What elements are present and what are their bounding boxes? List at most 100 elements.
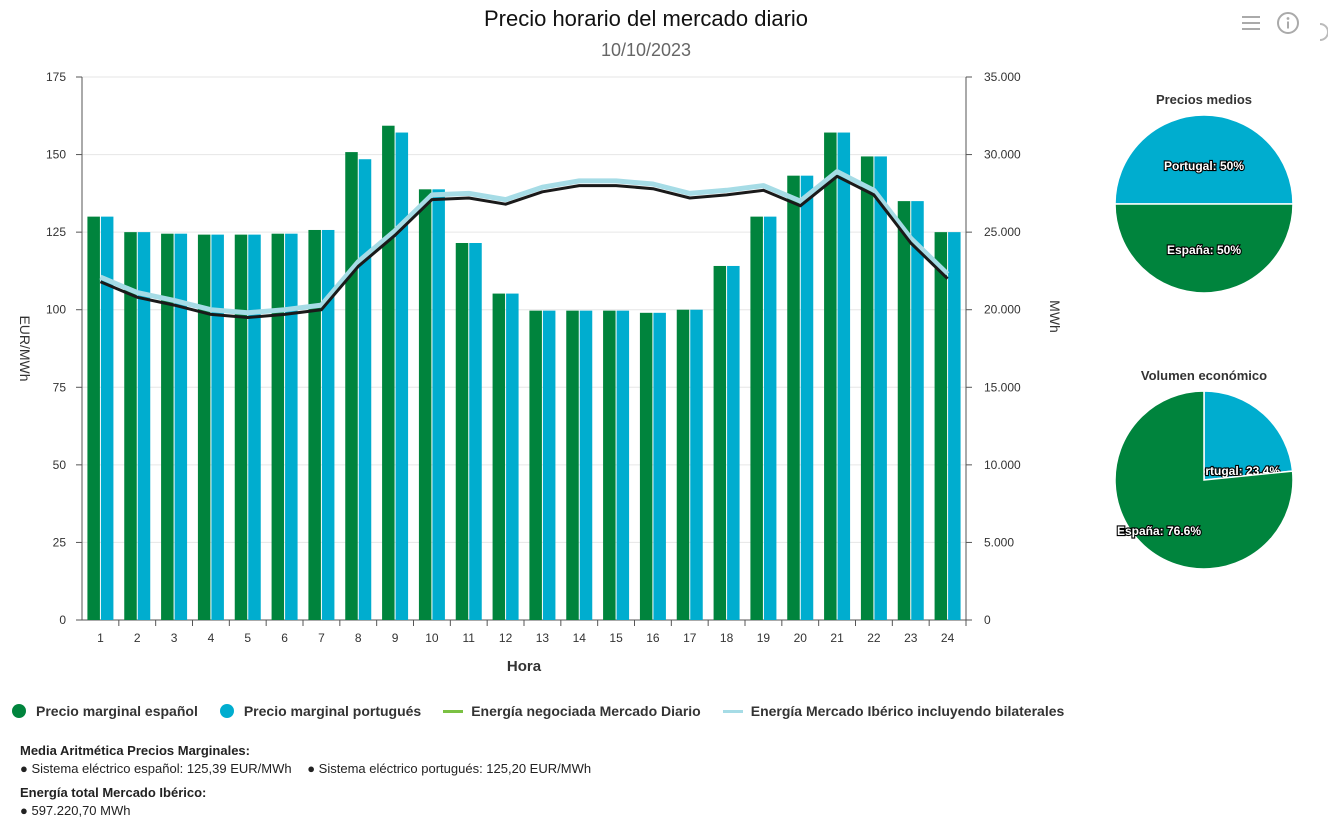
bar-portugal [432,189,445,620]
info-circle-icon[interactable] [1276,11,1300,35]
bar-spain [566,310,579,620]
bar-spain [787,175,800,620]
bar-portugal [321,229,335,620]
bar-spain [271,233,285,621]
y-tick-label: 0 [59,613,66,627]
bar-portugal [285,233,298,621]
x-tick-label: 1 [97,631,104,645]
bar-spain [197,234,211,621]
x-tick-label: 22 [867,631,881,645]
y-tick-label: 100 [46,303,66,317]
x-tick-label: 7 [318,631,325,645]
x-tick-label: 4 [208,631,215,645]
pie-slice [1114,114,1294,205]
energy-total-heading: Energía total Mercado Ibérico: [20,785,207,800]
bar-spain [418,189,432,620]
x-tick-label: 23 [904,631,918,645]
bar-spain [750,216,763,620]
legend-item-spain-price[interactable]: Precio marginal español [12,703,198,719]
chart-title: Precio horario del mercado diario [483,6,809,31]
pie-slice-label: Portugal: 50% [1164,159,1244,173]
legend-energy-iberian-line [722,709,743,713]
y2-tick-label: 15.000 [984,380,1021,394]
pie-precios-medios: Precios medios Portugal: 50% España: 50% [1114,92,1294,294]
bar-portugal [727,265,740,620]
bar-portugal [469,243,482,620]
x-tick-label: 18 [720,631,734,645]
y2-tick-label: 0 [984,613,991,627]
bar-portugal [800,175,814,620]
bar-portugal [542,310,556,620]
hamburger-menu-icon[interactable] [1240,12,1262,34]
bar-spain [234,234,248,621]
y-tick-label: 75 [53,380,67,394]
y-tick-label: 25 [53,535,67,549]
legend-item-energy-iberian[interactable]: Energía Mercado Ibérico incluyendo bilat… [722,703,1065,719]
x-tick-label: 2 [134,631,141,645]
legend-label: Precio marginal portugués [243,703,422,719]
energy-total-value: ● 597.220,70 MWh [20,803,131,818]
bar-portugal [137,232,151,620]
bar-portugal [211,234,224,621]
bar-spain [455,243,469,620]
y-tick-label: 125 [46,225,66,239]
bar-spain [824,132,837,620]
x-axis-title: Hora [507,658,542,675]
bar-spain [492,293,506,620]
bar-spain [308,229,321,620]
bar-spain [603,310,616,620]
bar-portugal [763,216,777,620]
bar-portugal [248,234,261,621]
x-tick-label: 11 [463,631,476,645]
bar-portugal [874,156,887,620]
y2-axis-title: MWh [1047,300,1063,333]
avg-price-line: ● Sistema eléctrico español: 125,39 EUR/… [20,760,603,778]
y-axis-title: EUR/MWh [17,315,33,381]
bar-spain [934,232,948,620]
legend-spain-dot [12,704,26,718]
bar-spain [897,201,911,620]
partial-edge-icon [1319,23,1328,41]
bar-portugal [616,310,630,620]
x-tick-label: 10 [425,631,439,645]
avg-price-heading: Media Aritmética Precios Marginales: [20,743,250,758]
x-tick-label: 20 [794,631,808,645]
y2-tick-label: 20.000 [984,303,1021,317]
y-tick-label: 175 [46,70,66,84]
legend-item-energy-daily[interactable]: Energía negociada Mercado Diario [443,703,701,719]
legend-label: Energía Mercado Ibérico incluyendo bilat… [750,703,1065,719]
x-tick-label: 3 [171,631,178,645]
bar-portugal [174,233,188,621]
bar-portugal [358,159,372,620]
chart-subtitle: 10/10/2023 [600,40,692,60]
bar-portugal [579,310,593,620]
x-tick-label: 13 [536,631,550,645]
y2-tick-label: 25.000 [984,225,1021,239]
bar-portugal [948,232,961,620]
x-tick-label: 12 [499,631,513,645]
legend-label: Precio marginal español [36,703,198,719]
bar-spain [87,216,100,620]
bar-portugal [100,216,114,620]
bar-spain [382,125,395,621]
y2-tick-label: 35.000 [984,70,1021,84]
bar-spain [529,310,542,620]
legend-item-portugal-price[interactable]: Precio marginal portugués [219,703,422,719]
bar-spain [345,152,358,620]
bar-spain [676,309,690,620]
x-tick-label: 14 [573,631,587,645]
pie-slice [1114,390,1294,570]
x-tick-label: 21 [830,631,844,645]
pie-slice-label: España: 50% [1167,243,1241,257]
line-energy-iberian [99,169,950,316]
pie-title: Volumen económico [1141,368,1267,383]
y2-tick-label: 10.000 [984,458,1021,472]
y-tick-label: 150 [46,148,66,162]
pie-title: Precios medios [1156,92,1252,107]
x-tick-label: 6 [281,631,288,645]
bar-portugal [690,309,703,620]
bar-spain [124,232,137,620]
avg-price-portugal: ● Sistema eléctrico portugués: 125,20 EU… [307,761,592,776]
y2-tick-label: 30.000 [984,148,1021,162]
